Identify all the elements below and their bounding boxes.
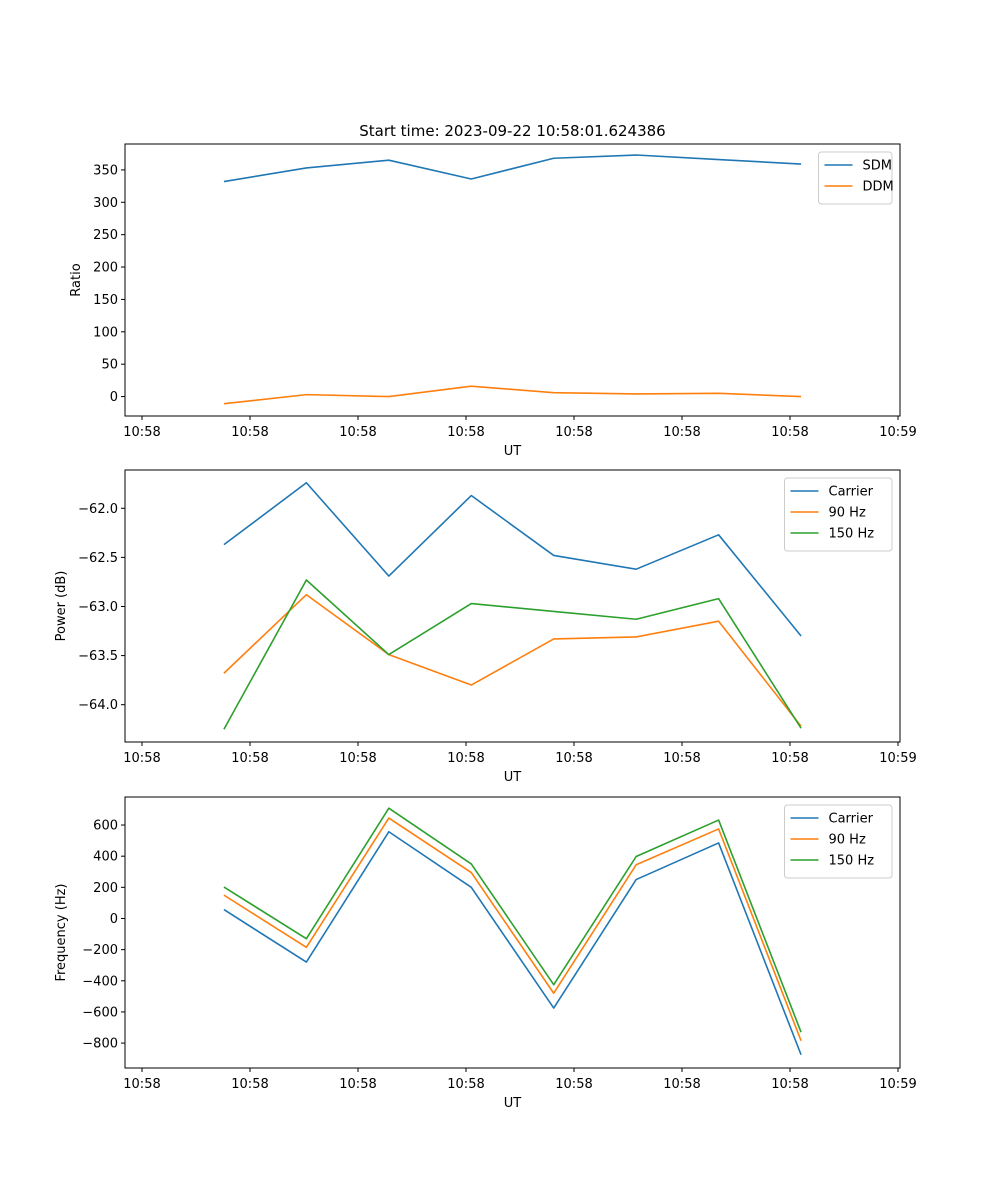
y-tick-label: 250	[93, 228, 118, 243]
legend-label: Carrier	[829, 812, 874, 827]
x-tick-label: 10:59	[879, 751, 916, 766]
x-axis-label: UT	[504, 444, 522, 459]
legend-label: 90 Hz	[829, 833, 866, 848]
x-tick-label: 10:58	[339, 425, 376, 440]
x-tick-label: 10:58	[771, 751, 808, 766]
chart-panel-1: 10:58 10:58 10:58 10:58 10:58 10:58 10:58 10:59…	[69, 143, 917, 459]
x-tick-label: 10:58	[771, 425, 808, 440]
x-tick-label: 10:58	[231, 751, 268, 766]
y-tick-label: 200	[93, 881, 118, 896]
y-tick-label: 350	[93, 163, 118, 178]
x-tick-label: 10:59	[879, 425, 916, 440]
legend: Carrier 90 Hz 150 Hz	[784, 804, 893, 879]
x-tick-label: 10:58	[663, 751, 700, 766]
y-axis-label: Ratio	[69, 263, 84, 296]
y-tick-label: 0	[110, 912, 118, 927]
series-line-carrier	[223, 830, 802, 1056]
x-tick-label: 10:58	[123, 751, 160, 766]
y-axis-label: Power (dB)	[54, 571, 69, 642]
y-tick-label: 50	[101, 358, 118, 373]
legend-label: SDM	[863, 159, 892, 174]
series-line-ddm	[223, 385, 802, 405]
x-tick-label: 10:58	[339, 751, 376, 766]
x-tick-label: 10:58	[123, 1077, 160, 1092]
legend-label: DDM	[863, 180, 894, 195]
legend: SDM DDM	[818, 151, 894, 205]
legend: Carrier 90 Hz 150 Hz	[784, 477, 893, 552]
y-tick-label: −63.5	[78, 649, 118, 664]
x-tick-label: 10:58	[555, 751, 592, 766]
chart-panel-3: 10:58 10:58 10:58 10:58 10:58 10:58 10:58 10:59…	[54, 796, 917, 1111]
y-tick-label: 100	[93, 325, 118, 340]
series-line-carrier	[223, 481, 802, 637]
y-tick-label: 300	[93, 196, 118, 211]
legend-label: Carrier	[829, 485, 874, 500]
y-axis-label: Frequency (Hz)	[54, 883, 69, 981]
y-tick-label: −200	[82, 943, 118, 958]
series-line-sdm	[223, 154, 802, 183]
x-tick-label: 10:58	[123, 425, 160, 440]
plot-frame	[124, 796, 901, 1069]
x-tick-label: 10:59	[879, 1077, 916, 1092]
series-line-150-hz	[223, 807, 802, 1033]
y-tick-label: 600	[93, 819, 118, 834]
x-tick-label: 10:58	[663, 425, 700, 440]
x-tick-label: 10:58	[339, 1077, 376, 1092]
figure-title: Start time: 2023-09-22 10:58:01.624386	[359, 122, 665, 140]
y-tick-label: 0	[110, 390, 118, 405]
x-tick-label: 10:58	[771, 1077, 808, 1092]
y-tick-label: 150	[93, 293, 118, 308]
x-tick-label: 10:58	[447, 751, 484, 766]
y-tick-label: −62.0	[78, 502, 118, 517]
x-tick-label: 10:58	[447, 1077, 484, 1092]
series-line-150-hz	[223, 579, 802, 730]
x-axis-label: UT	[504, 770, 522, 785]
panels: 10:58 10:58 10:58 10:58 10:58 10:58 10:58 10:59…	[54, 143, 917, 1111]
chart-panel-2: 10:58 10:58 10:58 10:58 10:58 10:58 10:58 10:59…	[54, 469, 917, 785]
y-tick-label: −62.5	[78, 551, 118, 566]
x-tick-label: 10:58	[231, 425, 268, 440]
legend-label: 90 Hz	[829, 506, 866, 521]
legend-label: 150 Hz	[829, 854, 875, 869]
x-tick-label: 10:58	[231, 1077, 268, 1092]
series-line-90-hz	[223, 817, 802, 1042]
x-tick-label: 10:58	[663, 1077, 700, 1092]
y-tick-label: −400	[82, 974, 118, 989]
x-tick-label: 10:58	[555, 1077, 592, 1092]
x-tick-label: 10:58	[555, 425, 592, 440]
y-tick-label: 200	[93, 261, 118, 276]
y-tick-label: −64.0	[78, 698, 118, 713]
plot-frame	[124, 143, 901, 417]
x-tick-label: 10:58	[447, 425, 484, 440]
y-tick-label: 400	[93, 850, 118, 865]
series-line-90-hz	[223, 593, 802, 727]
y-tick-label: −63.0	[78, 600, 118, 615]
y-tick-label: −600	[82, 1005, 118, 1020]
x-axis-label: UT	[504, 1096, 522, 1111]
y-tick-label: −800	[82, 1037, 118, 1052]
legend-label: 150 Hz	[829, 527, 875, 542]
